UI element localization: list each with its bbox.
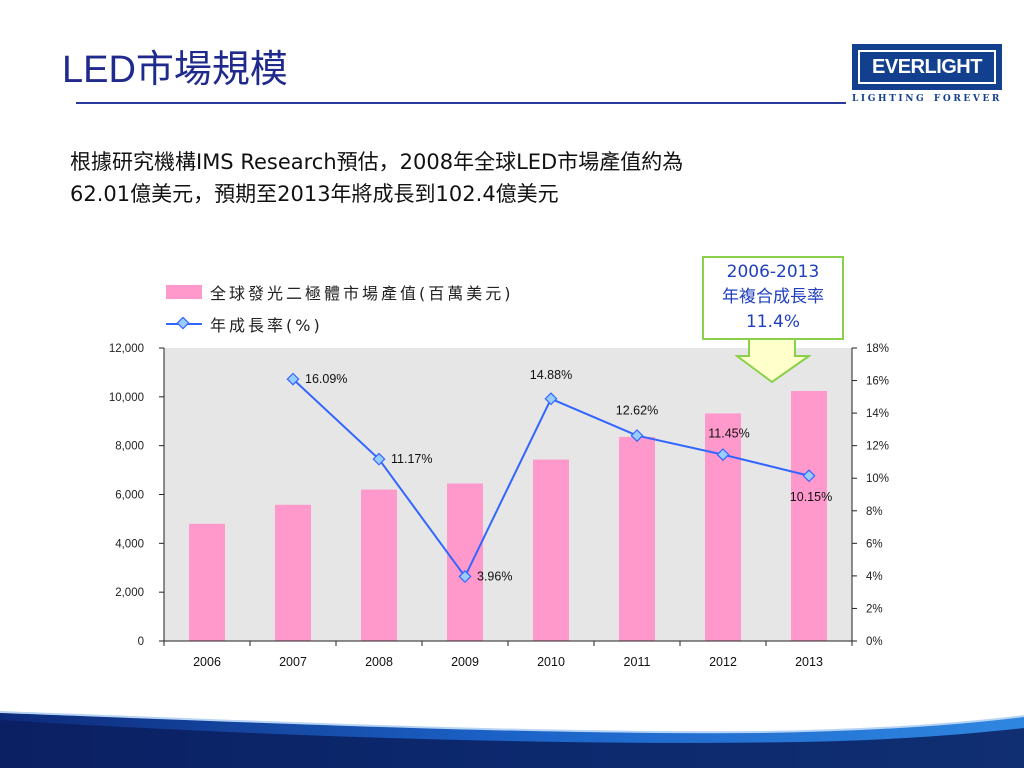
y-right-tick-label: 4% <box>866 571 883 583</box>
plot-area <box>164 348 852 641</box>
y-left-tick-label: 2,000 <box>115 587 144 599</box>
growth-marker-2010 <box>544 392 558 406</box>
x-tick-label: 2007 <box>279 655 307 669</box>
legend-item-bar: 全球發光二極體市場產值(百萬美元) <box>166 276 514 308</box>
footer-wave-decoration <box>0 711 1024 768</box>
bar-2012 <box>705 413 741 641</box>
y-right-tick-label: 8% <box>866 506 883 518</box>
x-tick-label: 2012 <box>709 655 737 669</box>
growth-label-2008: 11.17% <box>391 452 432 466</box>
intro-line-1: 根據研究機構IMS Research預估，2008年全球LED市場產值約為 <box>70 150 684 174</box>
growth-marker-2012 <box>716 448 730 462</box>
x-tick-label: 2008 <box>365 655 393 669</box>
legend-line-swatch <box>166 317 202 330</box>
logo-tagline-left: LIGHTING <box>852 94 927 104</box>
bar-2006 <box>189 523 225 641</box>
growth-marker-2011 <box>630 429 644 443</box>
everlight-logo: EVERLIGHT <box>852 44 1002 90</box>
y-right-tick-label: 2% <box>866 603 883 615</box>
legend-item-line: 年成長率(%) <box>166 308 514 340</box>
y-right-tick-label: 12% <box>866 441 889 453</box>
y-left-tick-label: 0 <box>138 636 144 648</box>
slide-title: LED市場規模 <box>62 49 288 91</box>
logo-brand-text: EVERLIGHT <box>858 50 996 84</box>
logo-tagline-right: FOREVER <box>933 94 1002 104</box>
legend-line-label: 年成長率(%) <box>210 316 323 335</box>
market-chart: 0 2,000 4,000 6,000 8,000 10,000 12,000 0% 2% 4% 6… <box>109 343 889 669</box>
callout-value: 11.4% <box>745 312 800 332</box>
y-right-tick-label: 18% <box>866 343 889 355</box>
callout-label: 年複合成長率 <box>722 287 824 307</box>
bar-2010 <box>533 459 569 641</box>
legend-bar-swatch <box>166 285 202 299</box>
growth-marker-2013 <box>802 469 816 483</box>
y-right-tick-label: 6% <box>866 538 883 550</box>
y-left-tick-label: 10,000 <box>109 392 144 404</box>
y-right-tick-label: 0% <box>866 636 883 648</box>
growth-label-2011: 12.62% <box>616 404 658 418</box>
logo-tagline: LIGHTING FOREVER <box>852 94 1002 104</box>
x-tick-label: 2011 <box>624 655 651 669</box>
bar-2013 <box>791 390 827 641</box>
callout-down-arrow <box>735 338 811 384</box>
x-tick-label: 2009 <box>451 655 479 669</box>
growth-marker-2009 <box>458 570 472 584</box>
y-left-tick-label: 4,000 <box>115 538 144 550</box>
legend-bar-label: 全球發光二極體市場產值(百萬美元) <box>210 284 514 303</box>
growth-label-2012: 11.45% <box>708 427 749 441</box>
bar-2007 <box>275 504 311 641</box>
callout-period: 2006-2013 <box>726 262 820 282</box>
y-left-tick-label: 8,000 <box>115 441 144 453</box>
growth-label-2009: 3.96% <box>477 570 512 584</box>
bar-2009 <box>447 483 483 641</box>
growth-label-2007: 16.09% <box>305 372 347 386</box>
intro-line-2: 62.01億美元，預期至2013年將成長到102.4億美元 <box>70 182 559 206</box>
intro-text: 根據研究機構IMS Research預估，2008年全球LED市場產值約為 62… <box>70 146 930 210</box>
title-divider <box>76 102 846 104</box>
chart-legend: 全球發光二極體市場產值(百萬美元) 年成長率(%) <box>166 276 514 340</box>
x-tick-label: 2006 <box>193 655 221 669</box>
x-tick-label: 2010 <box>537 655 565 669</box>
y-right-tick-label: 14% <box>866 408 889 420</box>
growth-label-2013: 10.15% <box>790 490 832 504</box>
y-left-tick-label: 12,000 <box>109 343 144 355</box>
growth-marker-2007 <box>286 372 300 386</box>
cagr-callout: 2006-2013 年複合成長率 11.4% <box>702 256 844 340</box>
growth-label-2010: 14.88% <box>530 368 572 382</box>
y-right-tick-label: 10% <box>866 473 889 485</box>
bar-2008 <box>361 489 397 641</box>
y-right-tick-label: 16% <box>866 376 889 388</box>
x-tick-label: 2013 <box>795 655 823 669</box>
bar-2011 <box>619 436 655 641</box>
growth-marker-2008 <box>372 452 386 466</box>
y-left-tick-label: 6,000 <box>115 490 144 502</box>
